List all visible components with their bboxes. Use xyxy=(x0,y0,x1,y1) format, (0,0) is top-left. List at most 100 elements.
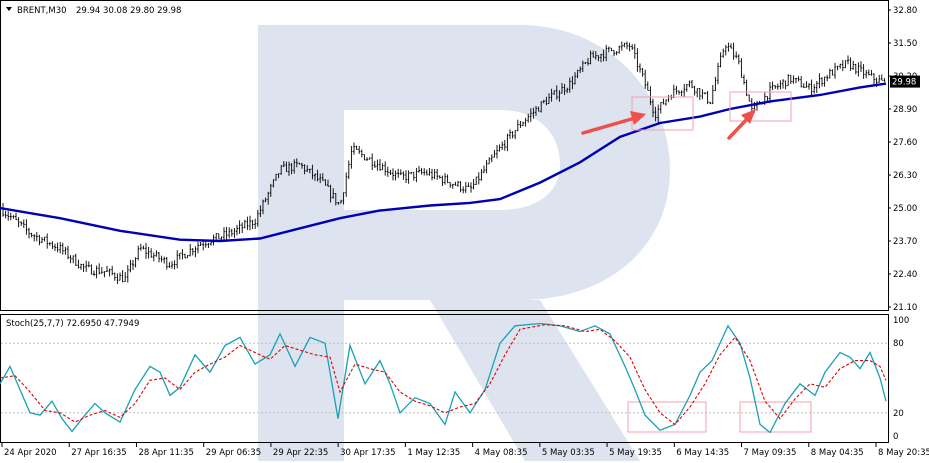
price-candle xyxy=(285,161,288,173)
price-candle xyxy=(821,77,823,87)
price-candle xyxy=(654,106,657,122)
price-candle xyxy=(516,119,519,132)
price-candle xyxy=(849,57,852,71)
price-candle xyxy=(709,101,712,105)
watermark-bowl xyxy=(344,25,670,300)
price-candle xyxy=(38,234,41,246)
price-candle xyxy=(446,174,449,184)
price-candle xyxy=(493,150,496,158)
price-candle xyxy=(98,263,101,275)
price-candle xyxy=(527,113,530,123)
price-candle xyxy=(376,159,379,171)
price-candle xyxy=(834,62,836,79)
price-candle xyxy=(238,220,241,234)
price-candle xyxy=(389,169,392,175)
price-candle xyxy=(847,55,849,65)
price-candle xyxy=(662,98,665,105)
price-candle xyxy=(420,167,423,175)
price-candle xyxy=(108,268,111,277)
price-candle xyxy=(501,141,504,150)
price-candle xyxy=(191,248,194,256)
price-candle xyxy=(303,164,306,175)
price-candle xyxy=(618,45,621,54)
time-tick-label: 5 May 19:35 xyxy=(609,448,662,458)
price-candle xyxy=(293,159,296,174)
price-candle xyxy=(246,216,249,230)
price-candle xyxy=(550,88,553,102)
stochastic-signal-line xyxy=(0,324,887,426)
price-candle xyxy=(17,217,20,228)
stochastic-header: Stoch(25,7,7) 72.6950 47.7949 xyxy=(6,319,139,329)
price-candle xyxy=(696,88,699,98)
price-candle xyxy=(308,168,311,174)
price-candle xyxy=(883,78,886,82)
price-candle xyxy=(514,130,517,140)
price-candle xyxy=(680,90,683,97)
price-candle xyxy=(839,63,842,69)
price-candle xyxy=(745,79,748,97)
price-candle xyxy=(347,160,350,180)
watermark-leg xyxy=(430,300,640,461)
watermark-stem xyxy=(258,25,344,461)
price-candle xyxy=(704,92,706,95)
stochastic-axis: 100 80 20 0 xyxy=(893,316,909,442)
time-tick-label: 8 May 20:35 xyxy=(878,448,929,458)
price-candle xyxy=(870,69,873,76)
price-candle xyxy=(329,184,332,203)
price-candle xyxy=(789,74,792,84)
price-tick-label: 28.90 xyxy=(893,105,917,115)
price-candle xyxy=(334,193,337,206)
price-candle xyxy=(168,262,171,269)
price-candle xyxy=(592,50,595,58)
price-candle xyxy=(774,85,777,89)
price-candle xyxy=(72,255,75,264)
price-candle xyxy=(555,85,558,100)
price-candle xyxy=(415,167,418,183)
price-candle xyxy=(561,83,563,94)
price-candle xyxy=(366,157,368,161)
svg-text:29.98: 29.98 xyxy=(892,78,916,88)
price-candle xyxy=(386,166,389,177)
price-candle xyxy=(178,252,181,260)
arrow-2 xyxy=(727,109,756,140)
price-candle xyxy=(173,260,176,270)
price-candle xyxy=(394,170,397,181)
price-candle xyxy=(685,83,688,92)
price-candle xyxy=(241,222,244,234)
price-candle xyxy=(659,102,662,114)
price-candle xyxy=(7,211,10,221)
price-candle xyxy=(288,161,290,176)
price-candle xyxy=(428,168,431,176)
price-candle xyxy=(800,76,803,88)
price-candle xyxy=(545,96,548,106)
price-candle xyxy=(243,219,246,229)
price-candle xyxy=(69,255,72,264)
price-candle xyxy=(30,232,33,238)
price-candle xyxy=(537,106,540,112)
price-candle xyxy=(384,161,387,176)
price-candle xyxy=(142,245,145,250)
price-candle xyxy=(459,181,462,193)
price-candle xyxy=(579,66,582,74)
time-tick-label: 30 Apr 17:35 xyxy=(340,448,395,458)
price-candle xyxy=(184,253,186,259)
price-candle xyxy=(584,62,587,65)
price-candle xyxy=(540,101,543,113)
price-candle xyxy=(496,144,498,159)
price-candle xyxy=(548,93,550,105)
price-candle xyxy=(368,157,371,160)
price-candle xyxy=(756,100,758,111)
price-candle xyxy=(784,80,787,90)
price-candle xyxy=(568,77,571,93)
collapse-triangle-icon[interactable] xyxy=(6,7,12,11)
price-candle xyxy=(813,84,816,94)
stoch-highlight-box-2 xyxy=(739,401,812,433)
price-candle xyxy=(397,168,400,178)
stochastic-panel xyxy=(0,314,889,443)
price-candle xyxy=(558,90,561,102)
price-candle xyxy=(147,246,150,259)
price-candle xyxy=(433,169,436,180)
price-candle xyxy=(35,232,38,242)
price-candle xyxy=(48,242,51,246)
price-candle xyxy=(675,85,678,95)
